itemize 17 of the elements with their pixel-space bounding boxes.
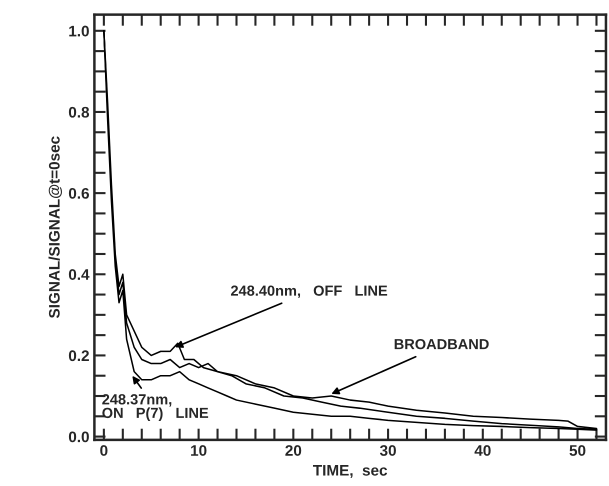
annotation: BROADBAND [394, 338, 489, 350]
x-tick-label: 30 [380, 445, 396, 456]
x-tick-label: 20 [285, 445, 302, 456]
y-axis-title: SIGNAL/SIGNAL@t=0sec [48, 136, 62, 318]
y-tick-label: 1.0 [69, 26, 89, 36]
y-tick-label: 0.2 [68, 350, 89, 362]
x-axis-title: TIME, sec [312, 465, 388, 478]
y-tick-label: 0.0 [68, 431, 89, 442]
x-tick-label: 50 [570, 445, 586, 456]
x-tick-label: 10 [191, 445, 206, 456]
y-tick-label: 0.8 [68, 106, 90, 118]
y-tick-label: 0.6 [68, 188, 89, 199]
x-tick-label: 40 [474, 445, 491, 456]
annotation: 248.37nm, ON P(7) LINE [102, 394, 208, 421]
y-tick-label: 0.4 [68, 269, 90, 280]
x-tick-label: 0 [100, 445, 108, 456]
annotation: 248.40nm, OFF LINE [230, 285, 388, 298]
